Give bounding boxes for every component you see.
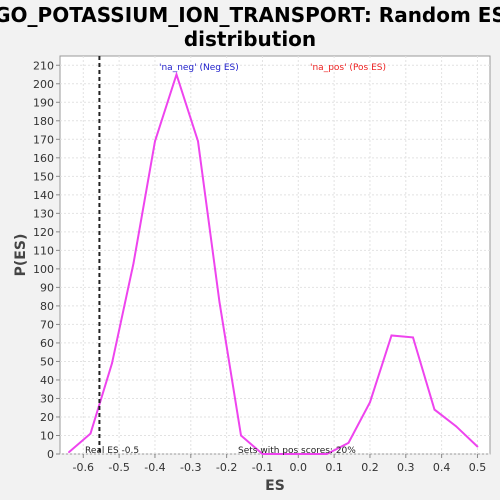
data-point	[111, 362, 113, 365]
x-tick-label: -0.1	[252, 461, 273, 474]
y-axis-ticks: 0 10 20 30 40 50 60 70 80 90 100 110 120 130 140 150 160…	[33, 59, 60, 461]
y-tick-label: 110	[33, 244, 54, 257]
data-point	[89, 432, 92, 435]
data-point	[390, 334, 393, 337]
data-point	[218, 301, 221, 304]
real-es-label: Real ES -0.5	[85, 446, 139, 456]
x-tick-label: 0.5	[469, 461, 487, 474]
data-point	[326, 453, 328, 455]
x-axis-ticks: -0.6 -0.5 -0.4 -0.3 -0.2 -0.1 0.0 0.1 0.2 0.3 0.4 0…	[73, 454, 487, 474]
series-lines	[68, 71, 479, 455]
chart-title-line-2: distribution	[184, 27, 316, 51]
y-tick-label: 10	[40, 429, 54, 442]
y-tick-label: 20	[40, 411, 54, 424]
legend-entry-pos: 'na_pos' (Pos ES)	[310, 63, 386, 73]
y-tick-label: 150	[33, 170, 54, 183]
x-tick-label: 0.2	[361, 461, 379, 474]
x-tick-label: -0.2	[216, 461, 237, 474]
data-point	[240, 434, 242, 437]
x-tick-label: 0.3	[397, 461, 415, 474]
x-tick-label: 0.1	[325, 461, 343, 474]
chart-title-line-1: GO_POTASSIUM_ION_TRANSPORT: Random ES	[0, 3, 500, 27]
data-point	[132, 262, 135, 265]
data-point	[68, 451, 70, 454]
y-tick-label: 210	[33, 59, 54, 72]
data-point	[476, 445, 479, 448]
y-tick-label: 40	[40, 374, 54, 387]
y-axis-label: P(ES)	[13, 234, 29, 277]
y-tick-label: 90	[40, 281, 54, 294]
x-tick-label: -0.5	[108, 461, 129, 474]
y-tick-label: 70	[40, 318, 54, 331]
y-tick-label: 120	[33, 226, 54, 239]
data-point	[154, 140, 156, 143]
data-point	[197, 140, 199, 143]
y-tick-label: 30	[40, 392, 54, 405]
data-point	[175, 73, 178, 76]
legend-entry-neg: 'na_neg' (Neg ES)	[159, 63, 239, 73]
x-tick-label: -0.4	[144, 461, 165, 474]
data-point	[304, 453, 307, 455]
data-point	[283, 453, 285, 455]
x-tick-label: 0.0	[290, 461, 308, 474]
y-tick-label: 140	[33, 189, 54, 202]
x-tick-label: -0.3	[180, 461, 201, 474]
x-tick-label: 0.4	[433, 461, 451, 474]
data-point	[412, 336, 414, 339]
y-tick-label: 130	[33, 207, 54, 220]
plot-area	[59, 55, 491, 455]
y-tick-label: 50	[40, 355, 54, 368]
y-tick-label: 170	[33, 133, 54, 146]
y-tick-label: 60	[40, 337, 54, 350]
data-point	[347, 441, 350, 444]
x-tick-label: -0.6	[73, 461, 94, 474]
data-point	[433, 408, 436, 411]
y-tick-label: 0	[47, 448, 54, 461]
y-tick-label: 190	[33, 96, 54, 109]
data-point	[261, 453, 264, 455]
y-tick-label: 180	[33, 115, 54, 128]
data-point	[455, 425, 457, 428]
y-tick-label: 80	[40, 300, 54, 313]
sets-pos-scores-label: Sets with pos scores: 20%	[238, 446, 356, 456]
y-tick-label: 160	[33, 152, 54, 165]
x-axis-label: ES	[265, 478, 285, 494]
y-tick-label: 100	[33, 263, 54, 276]
data-point	[369, 401, 371, 404]
y-tick-label: 200	[33, 78, 54, 91]
series-line-pos	[326, 334, 479, 455]
